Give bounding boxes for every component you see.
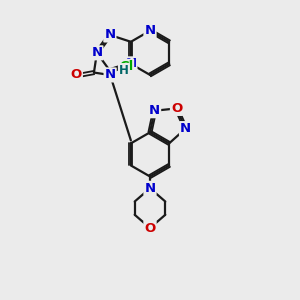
Text: N: N	[149, 104, 160, 117]
Text: O: O	[71, 68, 82, 81]
Text: N: N	[144, 24, 156, 37]
Text: O: O	[171, 102, 182, 115]
Text: O: O	[144, 221, 156, 235]
Text: N: N	[104, 28, 116, 41]
Text: N: N	[144, 182, 156, 195]
Text: N: N	[91, 46, 103, 59]
Text: N: N	[105, 68, 116, 81]
Text: Cl: Cl	[119, 60, 133, 73]
Text: N: N	[180, 122, 191, 135]
Text: N: N	[125, 57, 136, 70]
Text: H: H	[119, 64, 129, 77]
